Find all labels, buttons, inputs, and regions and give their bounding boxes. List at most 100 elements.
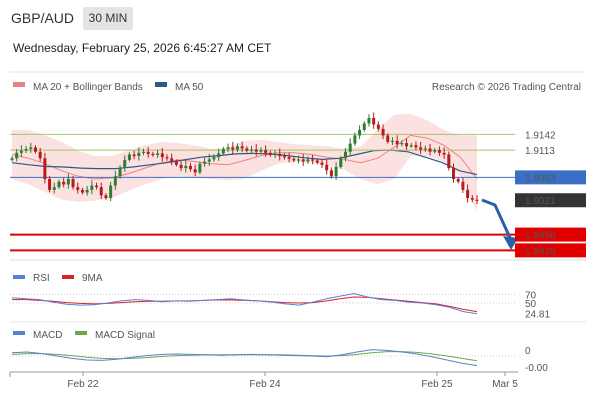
candle-body-51 <box>250 149 254 151</box>
candle-body-52 <box>254 149 258 152</box>
candle-body-31 <box>156 153 160 156</box>
candle-body-2 <box>19 150 23 153</box>
candle-body-73 <box>353 135 357 144</box>
candle-body-99 <box>475 199 479 201</box>
level-tag-1.9021: 1.9021 <box>525 196 556 207</box>
candle-body-63 <box>306 159 310 162</box>
level-label-1.9113: 1.9113 <box>525 146 555 157</box>
level-tag-1.8929: 1.8929 <box>525 246 556 257</box>
candle-body-27 <box>137 152 141 157</box>
candle-body-47 <box>231 147 235 150</box>
price-panel: MA 20 + Bollinger Bands MA 50 Research ©… <box>10 71 586 261</box>
candle-body-60 <box>292 158 296 161</box>
candle-body-84 <box>405 143 409 147</box>
candle-body-81 <box>390 140 394 143</box>
candle-body-45 <box>221 149 225 154</box>
candle-body-66 <box>320 162 324 165</box>
legend-rsi-ma-label: 9MA <box>82 273 103 284</box>
candle-body-86 <box>414 145 418 148</box>
candle-body-62 <box>301 159 305 162</box>
level-tag-bg-1.9021 <box>515 193 586 208</box>
candle-body-5 <box>33 147 37 152</box>
candle-body-20 <box>104 195 108 199</box>
candle-body-65 <box>315 160 319 163</box>
candle-body-39 <box>193 169 197 173</box>
candle-body-11 <box>62 181 66 185</box>
candle-body-40 <box>198 163 202 173</box>
legend-bb-swatch <box>13 82 25 87</box>
candle-body-93 <box>447 154 451 169</box>
legend-rsi-label: RSI <box>33 273 50 284</box>
candle-body-77 <box>372 117 376 125</box>
candle-body-37 <box>184 165 188 169</box>
candle-body-92 <box>442 152 446 155</box>
candle-body-54 <box>264 150 268 153</box>
credit-text: Research © 2026 Trading Central <box>432 82 581 93</box>
legend-ma50-label: MA 50 <box>175 82 204 93</box>
level-tag-bg-1.8929 <box>515 243 586 258</box>
candle-body-7 <box>43 158 47 179</box>
candle-body-56 <box>273 153 277 156</box>
candle-body-3 <box>24 149 28 151</box>
candle-body-75 <box>362 123 366 130</box>
candles <box>10 112 479 204</box>
level-tag-bg-1.9063 <box>515 170 586 185</box>
candle-body-74 <box>358 129 362 136</box>
candle-body-25 <box>127 154 131 160</box>
candle-body-91 <box>437 150 441 153</box>
candle-body-64 <box>311 159 315 161</box>
rsi-tick-50: 50 <box>525 299 537 310</box>
candle-body-12 <box>66 179 70 185</box>
level-tag-1.9063: 1.9063 <box>525 173 556 184</box>
candle-body-69 <box>334 167 338 177</box>
x-tick-feb24: Feb 24 <box>249 379 281 390</box>
candle-body-44 <box>217 153 221 158</box>
candle-body-85 <box>409 145 413 147</box>
candle-body-33 <box>165 157 169 159</box>
legend-rsi-swatch <box>13 275 25 279</box>
candle-body-36 <box>179 164 183 169</box>
chart-header: GBP/AUD 30 MIN <box>0 0 590 34</box>
candle-body-4 <box>29 147 33 150</box>
candle-body-61 <box>297 159 301 161</box>
candle-body-22 <box>113 176 117 186</box>
candle-body-96 <box>461 181 465 190</box>
forecast-arrow-head <box>503 236 518 250</box>
level-tag-1.8958: 1.8958 <box>525 231 556 242</box>
candle-body-29 <box>146 151 150 154</box>
candle-body-41 <box>203 161 207 164</box>
rsi-last-value: 24.81 <box>525 310 550 321</box>
candle-body-87 <box>419 147 423 150</box>
candle-body-90 <box>433 150 437 152</box>
level-label-1.9142: 1.9142 <box>525 130 556 141</box>
candle-body-21 <box>109 185 113 199</box>
rsi-ma-line <box>12 296 478 313</box>
candle-body-50 <box>245 148 249 151</box>
candle-body-89 <box>428 148 432 152</box>
candle-body-53 <box>259 150 263 152</box>
timeframe-badge[interactable]: 30 MIN <box>83 7 133 30</box>
level-tags: 1.9142 1.9113 1.9063 1.9021 1.8958 1.8929 <box>515 130 586 258</box>
legend-macd-swatch <box>13 331 25 335</box>
candle-body-17 <box>90 185 94 190</box>
ma20-line <box>11 134 478 180</box>
candle-body-10 <box>57 181 61 188</box>
pair-title: GBP/AUD <box>11 10 75 26</box>
candle-body-26 <box>132 154 136 157</box>
macd-line <box>11 349 478 367</box>
rsi-line <box>11 293 478 315</box>
candle-body-72 <box>348 143 352 152</box>
candle-body-71 <box>343 151 347 159</box>
candle-body-15 <box>80 189 84 193</box>
chart-datetime: Wednesday, February 25, 2026 6:45:27 AM … <box>13 41 272 55</box>
rsi-panel: RSI 9MA 70 50 24.81 <box>10 273 586 323</box>
candle-body-80 <box>386 135 390 142</box>
candle-body-14 <box>76 187 80 190</box>
macd-panel: MACD MACD Signal 0 -0.00 <box>10 330 548 374</box>
candle-body-68 <box>329 170 333 177</box>
rsi-tick-70: 70 <box>525 290 537 301</box>
candle-body-0 <box>10 158 14 160</box>
candle-body-1 <box>15 152 19 159</box>
candle-body-57 <box>278 153 282 157</box>
